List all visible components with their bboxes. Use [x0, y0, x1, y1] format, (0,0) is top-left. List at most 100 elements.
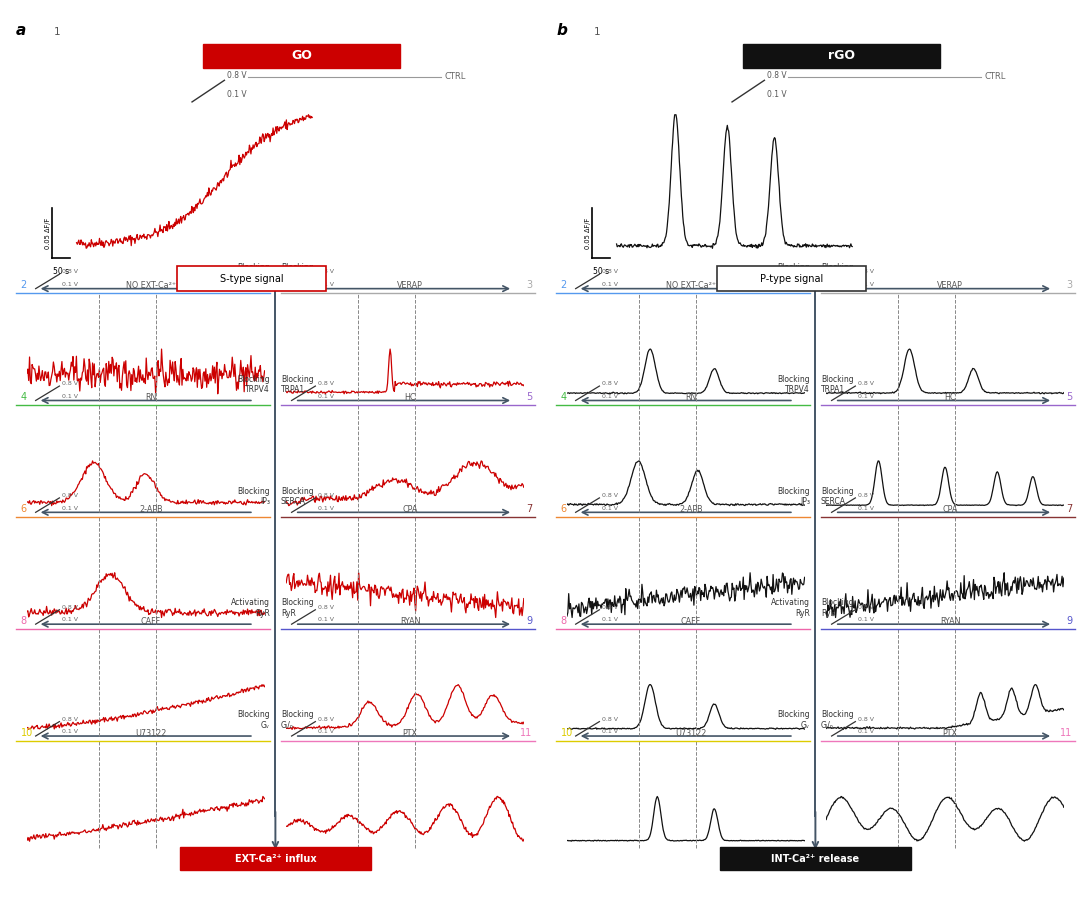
Text: Blocking
Gᵢ/ₒ: Blocking Gᵢ/ₒ [281, 710, 313, 730]
Text: 7: 7 [1066, 504, 1072, 514]
Text: 0.1 V: 0.1 V [858, 281, 874, 287]
Text: Blocking
SERCA: Blocking SERCA [281, 486, 313, 506]
Text: 0.1 V: 0.1 V [62, 729, 78, 734]
Text: HC: HC [944, 393, 956, 402]
Text: 0.1 V: 0.1 V [602, 393, 618, 399]
Text: Blocking
IP₃: Blocking IP₃ [778, 262, 810, 282]
Text: Blocking
RyR: Blocking RyR [821, 598, 853, 618]
Text: 0.8 V: 0.8 V [62, 604, 78, 610]
Text: 11: 11 [1061, 728, 1072, 738]
Text: Blocking
VGCC: Blocking VGCC [821, 262, 853, 282]
Text: Activating
RyR: Activating RyR [771, 598, 810, 618]
Text: 0.1 V: 0.1 V [318, 617, 334, 622]
Text: 0.1 V: 0.1 V [62, 281, 78, 287]
Text: 0.8 V: 0.8 V [318, 716, 334, 722]
Text: 9: 9 [1066, 616, 1072, 626]
Text: S-type signal: S-type signal [219, 273, 283, 284]
Text: Blocking
TRPV4: Blocking TRPV4 [238, 374, 270, 394]
Text: 50 s: 50 s [593, 267, 609, 276]
Text: 50 s: 50 s [53, 267, 69, 276]
Text: Blocking
TRPA1: Blocking TRPA1 [821, 374, 853, 394]
Text: 2-APB: 2-APB [139, 505, 163, 514]
Text: 0.1 V: 0.1 V [318, 729, 334, 734]
Text: 2: 2 [21, 281, 27, 290]
Text: 0.8 V: 0.8 V [62, 492, 78, 498]
Text: 3: 3 [526, 281, 532, 290]
Text: 10: 10 [21, 728, 32, 738]
Text: NO EXT-Ca²⁺: NO EXT-Ca²⁺ [126, 281, 176, 290]
Text: 0.8 V: 0.8 V [318, 269, 334, 274]
Text: Blocking
IP₃: Blocking IP₃ [778, 486, 810, 506]
Text: 0.8 V: 0.8 V [318, 492, 334, 498]
Text: 0.1 V: 0.1 V [602, 281, 618, 287]
Text: PTX: PTX [403, 729, 418, 738]
Text: RYAN: RYAN [940, 617, 960, 626]
Text: 5: 5 [526, 392, 532, 402]
Text: b: b [556, 23, 567, 38]
Text: 0.1 V: 0.1 V [62, 617, 78, 622]
Text: 0.1 V: 0.1 V [602, 505, 618, 511]
Text: 0.8 V: 0.8 V [767, 71, 786, 80]
Text: U73122: U73122 [135, 729, 166, 738]
Text: RYAN: RYAN [400, 617, 420, 626]
Text: 0.1 V: 0.1 V [602, 617, 618, 622]
Text: CAFF: CAFF [140, 617, 161, 626]
Text: 0.8 V: 0.8 V [858, 269, 874, 274]
Text: Blocking
IP₃: Blocking IP₃ [238, 262, 270, 282]
Text: 0.8 V: 0.8 V [858, 381, 874, 386]
Text: INT-Ca²⁺ release: INT-Ca²⁺ release [771, 853, 860, 864]
Text: rGO: rGO [828, 50, 855, 62]
Text: RN: RN [686, 393, 697, 402]
Text: P-type signal: P-type signal [760, 273, 823, 284]
Text: 0.1 V: 0.1 V [318, 393, 334, 399]
Text: 5: 5 [1066, 392, 1072, 402]
Text: 0.8 V: 0.8 V [62, 381, 78, 386]
Text: 0.1 V: 0.1 V [62, 393, 78, 399]
Text: Blocking
VGCC: Blocking VGCC [281, 262, 313, 282]
Text: 0.05 ΔF/F: 0.05 ΔF/F [44, 217, 51, 249]
Text: 6: 6 [561, 504, 567, 514]
Text: 1: 1 [594, 27, 600, 37]
Text: Activating
RyR: Activating RyR [231, 598, 270, 618]
Text: 6: 6 [21, 504, 27, 514]
Text: 4: 4 [561, 392, 567, 402]
Text: 0.8 V: 0.8 V [858, 716, 874, 722]
Text: Blocking
Gᵥ: Blocking Gᵥ [778, 710, 810, 730]
Text: 0.8 V: 0.8 V [318, 381, 334, 386]
Text: HC: HC [404, 393, 416, 402]
Text: CTRL: CTRL [445, 72, 465, 81]
Text: NO EXT-Ca²⁺: NO EXT-Ca²⁺ [666, 281, 716, 290]
Text: 0.1 V: 0.1 V [62, 505, 78, 511]
Text: 0.1 V: 0.1 V [227, 90, 246, 99]
Text: RN: RN [146, 393, 157, 402]
Text: GO: GO [291, 50, 312, 62]
Text: CPA: CPA [943, 505, 958, 514]
Text: 2-APB: 2-APB [679, 505, 703, 514]
Text: 0.8 V: 0.8 V [602, 269, 618, 274]
Text: 0.8 V: 0.8 V [62, 716, 78, 722]
Text: CAFF: CAFF [680, 617, 701, 626]
Text: 0.8 V: 0.8 V [602, 381, 618, 386]
Text: 8: 8 [21, 616, 27, 626]
Text: VERAP: VERAP [397, 281, 423, 290]
Text: 0.1 V: 0.1 V [858, 505, 874, 511]
Text: 0.1 V: 0.1 V [318, 505, 334, 511]
Text: 0.8 V: 0.8 V [318, 604, 334, 610]
Text: 0.8 V: 0.8 V [227, 71, 246, 80]
Text: 0.1 V: 0.1 V [767, 90, 786, 99]
Text: U73122: U73122 [675, 729, 706, 738]
Text: Blocking
SERCA: Blocking SERCA [821, 486, 853, 506]
Text: 0.1 V: 0.1 V [858, 729, 874, 734]
Text: Blocking
TRPA1: Blocking TRPA1 [281, 374, 313, 394]
Text: 3: 3 [1066, 281, 1072, 290]
Text: 0.8 V: 0.8 V [62, 269, 78, 274]
Text: 0.8 V: 0.8 V [602, 492, 618, 498]
Text: 2: 2 [561, 281, 567, 290]
Text: 0.1 V: 0.1 V [602, 729, 618, 734]
Text: 9: 9 [526, 616, 532, 626]
Text: 0.8 V: 0.8 V [602, 604, 618, 610]
Text: PTX: PTX [943, 729, 958, 738]
Text: 0.1 V: 0.1 V [858, 617, 874, 622]
Text: Blocking
Gᵥ: Blocking Gᵥ [238, 710, 270, 730]
Text: 1: 1 [54, 27, 60, 37]
